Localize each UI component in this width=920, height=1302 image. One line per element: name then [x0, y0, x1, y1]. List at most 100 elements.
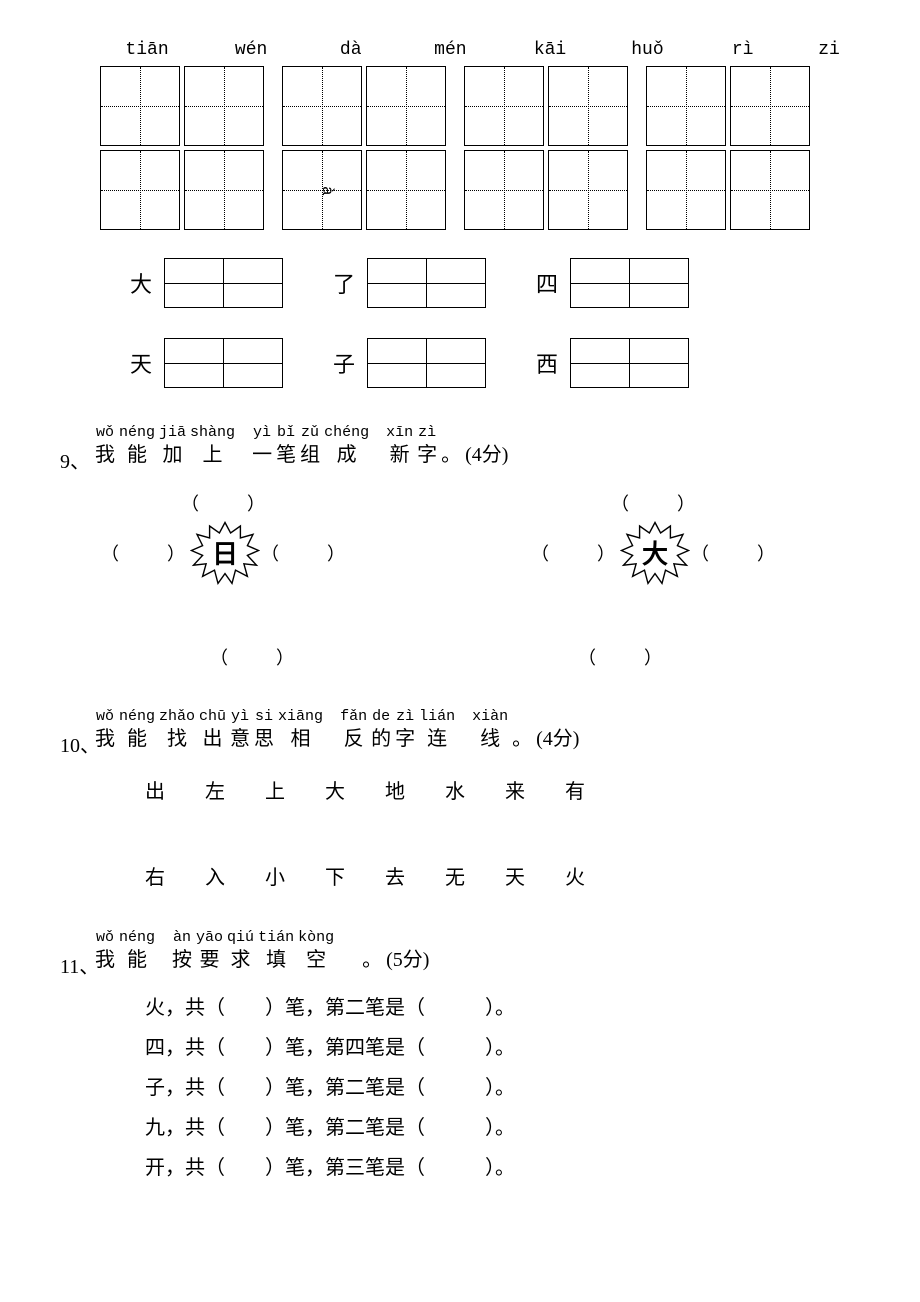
ruby-char: yāo要	[196, 927, 223, 982]
antonym-word[interactable]: 水	[445, 777, 465, 807]
antonym-word[interactable]: 左	[205, 777, 225, 807]
ruby-char: zhǎo找	[159, 706, 195, 761]
double-box[interactable]	[367, 338, 486, 388]
tian-box-pair	[282, 150, 446, 230]
antonym-row-2: 右入小下去无天火	[145, 863, 860, 893]
antonym-word[interactable]: 无	[445, 863, 465, 893]
ruby-char: kòng空	[298, 927, 334, 982]
antonym-word[interactable]: 火	[565, 863, 585, 893]
fill-line: 子，共（ ）笔，第二笔是（ ）。	[145, 1068, 860, 1108]
pinyin-label: mén	[408, 40, 492, 60]
ruby-char: xiàn线	[472, 706, 508, 761]
pinyin-label: zi	[798, 40, 860, 60]
antonym-word[interactable]: 上	[265, 777, 285, 807]
tian-box[interactable]	[100, 66, 180, 146]
tian-box[interactable]	[282, 66, 362, 146]
blank[interactable]: （ ）	[405, 997, 495, 1019]
tian-box[interactable]	[100, 150, 180, 230]
fill-line: 四，共（ ）笔，第四笔是（ ）。	[145, 1028, 860, 1068]
ruby-char: yì一	[252, 422, 272, 477]
blank[interactable]: （ ）	[205, 1077, 285, 1099]
paren-right[interactable]: （ ）	[261, 541, 349, 568]
ruby-char: néng能	[119, 927, 155, 982]
double-box[interactable]	[570, 258, 689, 308]
ruby-char: jiā加	[159, 422, 186, 477]
paren-top[interactable]: （ ）	[611, 491, 699, 518]
tian-box[interactable]	[646, 150, 726, 230]
tian-box[interactable]	[464, 150, 544, 230]
pair-char: 四	[536, 267, 558, 299]
ruby-char: wǒ我	[95, 927, 115, 982]
antonym-word[interactable]: 有	[565, 777, 585, 807]
tian-box[interactable]	[548, 66, 628, 146]
tian-box[interactable]	[366, 66, 446, 146]
pair-row: 大了四	[130, 258, 860, 308]
blank[interactable]: （ ）	[405, 1077, 495, 1099]
tian-box[interactable]	[464, 66, 544, 146]
antonym-row-1: 出左上大地水来有	[145, 777, 860, 807]
character-pair-section: 大了四天 子 西	[130, 258, 860, 388]
paren-right[interactable]: （ ）	[691, 541, 779, 568]
ruby-char: xiāng相	[278, 706, 323, 761]
double-box[interactable]	[164, 338, 283, 388]
ruby-char: tián填	[258, 927, 294, 982]
ruby-char: néng能	[119, 706, 155, 761]
antonym-word[interactable]: 地	[385, 777, 405, 807]
paren[interactable]: （ ）	[210, 645, 298, 672]
double-box[interactable]	[164, 258, 283, 308]
paren-left[interactable]: （ ）	[531, 541, 619, 568]
antonym-word[interactable]: 入	[205, 863, 225, 893]
ruby-char: qiú求	[227, 927, 254, 982]
fill-line: 开，共（ ）笔，第三笔是（ ）。	[145, 1148, 860, 1188]
tian-box[interactable]	[548, 150, 628, 230]
ruby-char: bǐ笔	[276, 422, 296, 477]
blank[interactable]: （ ）	[205, 1117, 285, 1139]
ruby-char: lián连	[419, 706, 455, 761]
antonym-word[interactable]: 去	[385, 863, 405, 893]
fill-line: 九，共（ ）笔，第二笔是（ ）。	[145, 1108, 860, 1148]
paren-top[interactable]: （ ）	[181, 491, 269, 518]
tian-box-pair	[464, 150, 628, 230]
ruby-char	[327, 706, 336, 761]
paren[interactable]: （ ）	[578, 645, 666, 672]
antonym-word[interactable]: 右	[145, 863, 165, 893]
ruby-char: yì意	[230, 706, 250, 761]
pair-char: 天	[130, 347, 152, 379]
tian-box[interactable]	[184, 150, 264, 230]
tian-box[interactable]	[730, 66, 810, 146]
exercise-number: 11、	[60, 927, 95, 982]
tian-box[interactable]	[366, 150, 446, 230]
antonym-word[interactable]: 来	[505, 777, 525, 807]
ruby-char: zì字	[395, 706, 415, 761]
ruby-char: 。	[362, 927, 382, 982]
blank[interactable]: （ ）	[205, 1037, 285, 1059]
ruby-char: si思	[254, 706, 274, 761]
score-label: (4分)	[465, 422, 508, 477]
tian-box[interactable]	[730, 150, 810, 230]
tian-row-1	[100, 66, 860, 146]
double-box[interactable]	[570, 338, 689, 388]
blank[interactable]: （ ）	[405, 1157, 495, 1179]
paren-left[interactable]: （ ）	[101, 541, 189, 568]
antonym-word[interactable]: 下	[325, 863, 345, 893]
pair-char: 西	[536, 347, 558, 379]
tian-box[interactable]	[184, 66, 264, 146]
antonym-word[interactable]: 天	[505, 863, 525, 893]
ruby-char	[159, 927, 168, 982]
starburst-ri: 日	[190, 519, 260, 589]
blank[interactable]: （ ）	[405, 1117, 495, 1139]
blank[interactable]: （ ）	[405, 1037, 495, 1059]
ruby-char	[459, 706, 468, 761]
antonym-word[interactable]: 大	[325, 777, 345, 807]
burst-group-1: （ ） （ ） 日 （ ） （ ）	[110, 489, 340, 619]
tian-box[interactable]	[646, 66, 726, 146]
burst-bottom-parens: （ ） （ ）	[210, 645, 860, 672]
blank[interactable]: （ ）	[205, 1157, 285, 1179]
pinyin-label: kāi	[512, 40, 587, 60]
pair-char: 子	[333, 347, 355, 379]
antonym-word[interactable]: 出	[145, 777, 165, 807]
blank[interactable]: （ ）	[205, 997, 285, 1019]
tian-row-2: à	[100, 150, 860, 230]
antonym-word[interactable]: 小	[265, 863, 285, 893]
double-box[interactable]	[367, 258, 486, 308]
